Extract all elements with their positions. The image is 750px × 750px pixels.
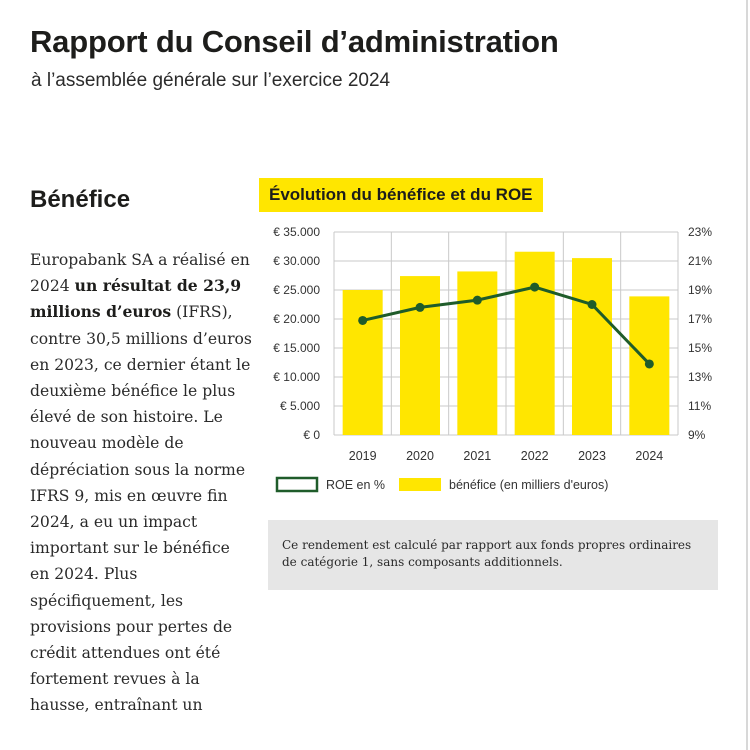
legend-label-roe: ROE en % [326,478,385,492]
x-axis-category-label: 2021 [463,449,491,463]
body-paragraph: Europabank SA a réalisé en 2024 un résul… [30,247,252,719]
roe-point [644,359,654,369]
section-heading: Bénéfice [30,186,131,213]
right-axis-tick-label: 9% [688,428,706,442]
chart-title: Évolution du bénéfice et du ROE [259,178,543,212]
right-axis-tick-label: 21% [688,254,712,268]
x-axis-category-label: 2024 [635,449,663,463]
profit-bar [342,290,383,435]
left-axis-tick-label: € 30.000 [273,254,320,268]
right-axis-tick-label: 23% [688,225,712,239]
chart: € 0 € 5.000 € 10.000 € 15.000 € 20.000 € 25.0… [273,225,712,493]
roe-line [362,285,651,365]
legend-swatch-roe [275,476,319,493]
right-axis-tick-label: 17% [688,312,712,326]
left-axis-tick-label: € 10.000 [273,370,320,384]
right-axis-tick-label: 15% [688,341,712,355]
profit-bar [572,258,612,435]
right-axis-tick-label: 13% [688,370,712,384]
page-subtitle: à l’assemblée générale sur l’exercice 20… [31,70,391,91]
roe-point [415,302,425,312]
profit-bar [400,276,440,435]
roe-point [472,295,482,305]
left-axis-tick-label: € 15.000 [273,341,320,355]
right-axis-tick-label: 19% [688,283,712,297]
x-axis-category-label: 2023 [578,449,606,463]
x-axis-category-label: 2019 [349,449,377,463]
left-axis-tick-label: € 20.000 [273,312,320,326]
left-axis-tick-label: € 35.000 [273,225,320,239]
legend-label-profit: bénéfice (en milliers d'euros) [449,478,608,492]
body-text-highlight: un résultat de 23,9 millions d’euros [30,276,242,322]
left-axis-tick-label: € 5.000 [280,399,320,413]
left-axis-tick-label: € 25.000 [273,283,320,297]
roe-point [530,282,540,292]
body-text-rest: (IFRS), contre 30,5 millions d’euros en … [30,303,252,715]
legend-swatch-profit [399,478,441,491]
roe-point [358,315,368,325]
x-axis-category-label: 2022 [521,449,549,463]
x-axis-category-label: 2020 [406,449,434,463]
roe-point [587,300,597,309]
left-axis-tick-label: € 0 [303,428,320,442]
right-axis-tick-label: 11% [688,399,711,413]
page-edge-border [746,0,748,750]
profit-bar [514,251,555,435]
page-title: Rapport du Conseil d’administration [30,24,559,59]
note-box: Ce rendement est calculé par rapport aux… [268,520,718,590]
body-text-start: Europabank SA a réalisé en 2024 [30,251,250,296]
